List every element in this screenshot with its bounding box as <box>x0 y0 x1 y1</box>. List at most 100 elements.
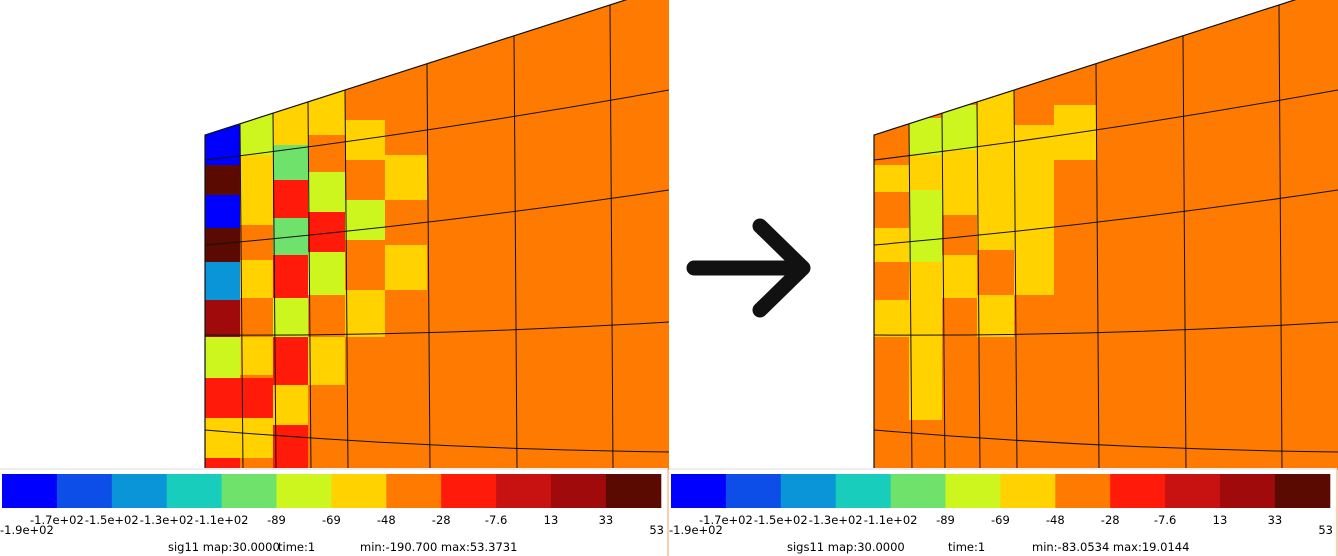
mesh-cell <box>240 260 273 298</box>
mesh-line <box>1095 63 1100 470</box>
mesh-edge <box>873 0 1297 470</box>
mesh-cell <box>909 190 942 262</box>
mesh-edge <box>204 0 628 470</box>
colorbar-label: -89 <box>267 513 286 527</box>
colorbar-label: -28 <box>1101 513 1120 527</box>
colorbar-swatch <box>331 474 387 508</box>
colorbar-swatch <box>835 474 892 508</box>
mesh-cell <box>909 262 942 337</box>
mesh-cell <box>909 118 942 155</box>
mesh-line <box>874 89 1338 161</box>
colorbar-label: -1.3e+02 <box>809 513 863 527</box>
colorbar-label: -1.9e+02 <box>669 523 723 537</box>
colorbar-swatch <box>496 474 552 508</box>
colorbar-swatch <box>671 474 727 508</box>
mesh-cell <box>909 155 942 190</box>
mesh-cell <box>205 418 273 458</box>
caption-field: sigs11 map:30.0000 <box>787 540 905 554</box>
mesh-line <box>307 101 312 470</box>
colorbar-swatch <box>1055 474 1111 508</box>
mesh-cell <box>385 245 427 290</box>
mesh-cell <box>273 385 308 425</box>
colorbar-label: -1.1e+02 <box>864 513 918 527</box>
mesh-cell <box>205 195 240 228</box>
mesh-cell <box>874 228 909 262</box>
colorbar-label: -69 <box>991 513 1010 527</box>
mesh-line <box>239 123 244 470</box>
mesh-cell <box>273 145 308 180</box>
panel: -1.9e+02-1.7e+02 -1.5e+02 -1.3e+02 -1.1e+02… <box>0 0 669 556</box>
colorbar-swatch <box>890 474 946 508</box>
mesh-line <box>908 123 913 470</box>
mesh-line <box>874 321 1338 336</box>
colorbar-swatch <box>166 474 223 508</box>
mesh-line <box>344 90 349 470</box>
caption-time: time:1 <box>948 540 985 554</box>
mesh-cell <box>1054 105 1096 160</box>
mesh-line <box>205 321 669 336</box>
colorbar-swatch <box>386 474 442 508</box>
colorbar-label: 53 <box>1318 523 1333 537</box>
colorbar-label: -89 <box>936 513 955 527</box>
colorbar-label: -1.7e+02 <box>699 513 753 527</box>
colorbar-swatch <box>945 474 1001 508</box>
mesh-cell <box>977 295 1014 337</box>
mesh-cell <box>205 337 240 378</box>
mesh-cell <box>308 337 345 385</box>
colorbar-swatch <box>1165 474 1221 508</box>
mesh-cell <box>345 120 385 160</box>
colorbar-swatch <box>1110 474 1166 508</box>
colorbar-label: 33 <box>599 513 614 527</box>
mesh-cell <box>942 150 977 215</box>
colorbar-swatch <box>1220 474 1276 508</box>
mesh-cell <box>205 458 240 470</box>
caption-range: min:-83.0534 max:19.0144 <box>1032 540 1189 554</box>
mesh-cell <box>205 378 273 418</box>
mesh-cell <box>273 180 308 218</box>
mesh-cell <box>205 300 240 337</box>
mesh-line <box>1013 90 1018 470</box>
colorbar-swatch <box>221 474 277 508</box>
mesh-cell <box>909 337 942 420</box>
mesh-cell <box>273 337 308 385</box>
colorbar-label: -7.6 <box>1154 513 1176 527</box>
colorbar-label: 13 <box>1213 513 1228 527</box>
colorbar-swatch <box>780 474 837 508</box>
colorbar-swatch <box>1274 474 1331 508</box>
colorbar-swatch <box>56 474 113 508</box>
colorbar-label: -28 <box>432 513 451 527</box>
mesh-cell <box>205 262 240 300</box>
mesh-line <box>1278 4 1283 470</box>
arrow <box>686 218 811 318</box>
colorbar-label: -69 <box>322 513 341 527</box>
mesh-line <box>205 429 669 453</box>
mesh-line <box>941 113 946 470</box>
caption-time: time:1 <box>278 540 315 554</box>
mesh-cell <box>205 228 240 262</box>
mesh-cell <box>977 85 1014 250</box>
colorbar-label: -1.5e+02 <box>754 513 808 527</box>
colorbar-swatch <box>551 474 607 508</box>
caption-range: min:-190.700 max:53.3731 <box>360 540 517 554</box>
mesh-cell <box>240 337 273 375</box>
colorbar-label: -1.5e+02 <box>85 513 139 527</box>
mesh-cell <box>345 200 385 240</box>
mesh-line <box>976 101 981 470</box>
colorbar-swatch <box>1000 474 1056 508</box>
colorbar-label: -1.3e+02 <box>140 513 194 527</box>
mesh-line <box>874 429 1338 453</box>
mesh-line <box>205 189 669 246</box>
mesh-line <box>426 63 431 470</box>
colorbar-label: 33 <box>1268 513 1283 527</box>
colorbar-swatch <box>605 474 662 508</box>
colorbar-label: -1.1e+02 <box>195 513 249 527</box>
colorbar-label: 13 <box>544 513 559 527</box>
mesh-line <box>513 35 518 470</box>
colorbar-label: -1.7e+02 <box>30 513 84 527</box>
mesh-cell <box>874 300 909 337</box>
mesh-cell <box>345 290 385 337</box>
mesh-line <box>1182 35 1187 470</box>
mesh-cell <box>1014 250 1054 295</box>
mesh-cell <box>385 155 427 200</box>
colorbar-label: 53 <box>649 523 664 537</box>
